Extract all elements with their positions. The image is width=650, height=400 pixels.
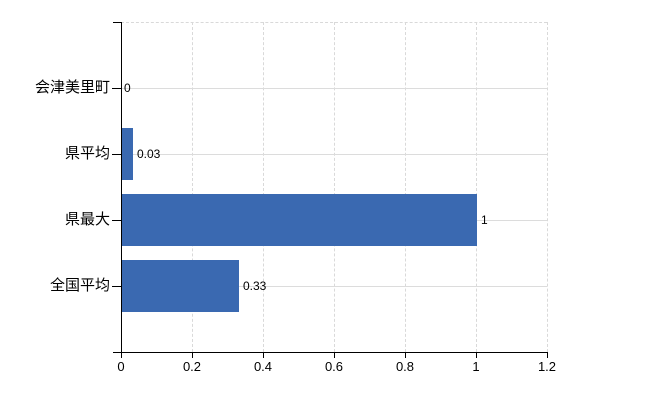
bar-value-label: 0.03	[137, 147, 161, 161]
y-axis-line	[121, 22, 122, 358]
y-axis-tick	[112, 286, 121, 287]
x-axis-tick	[263, 352, 264, 358]
category-label: 県平均	[64, 145, 110, 162]
bar-value-label: 1	[481, 213, 488, 227]
x-axis-line	[113, 352, 548, 353]
x-gridline	[405, 22, 407, 352]
plot-top-border	[121, 22, 547, 24]
x-axis-tick-label: 0	[117, 359, 125, 374]
x-gridline	[263, 22, 265, 352]
x-axis-tick-label: 0.6	[324, 359, 344, 374]
x-axis-tick-label: 1.2	[537, 359, 557, 374]
category-gridline	[121, 88, 547, 90]
y-axis-top-cap	[113, 22, 121, 23]
bar-value-label: 0.33	[243, 279, 267, 293]
y-axis-tick	[112, 88, 121, 89]
y-axis-tick	[112, 154, 121, 155]
category-gridline	[121, 154, 547, 156]
bar-value-label: 0	[124, 81, 131, 95]
x-axis-tick	[405, 352, 406, 358]
x-gridline	[547, 22, 549, 352]
x-axis-tick	[547, 352, 548, 358]
category-label: 県最大	[64, 211, 110, 228]
x-gridline	[476, 22, 478, 352]
x-axis-tick	[334, 352, 335, 358]
x-axis-tick	[476, 352, 477, 358]
x-gridline	[334, 22, 336, 352]
x-axis-tick-label: 1	[472, 359, 480, 374]
x-gridline	[192, 22, 194, 352]
bar	[122, 194, 477, 246]
category-gridline	[121, 286, 547, 288]
y-axis-tick	[112, 220, 121, 221]
bar	[122, 260, 239, 312]
category-label: 全国平均	[49, 277, 110, 294]
category-label: 会津美里町	[34, 79, 110, 96]
x-axis-tick-label: 0.8	[395, 359, 415, 374]
bar	[122, 128, 133, 180]
x-axis-tick	[192, 352, 193, 358]
x-axis-tick-label: 0.4	[253, 359, 273, 374]
x-axis-tick-label: 0.2	[182, 359, 202, 374]
